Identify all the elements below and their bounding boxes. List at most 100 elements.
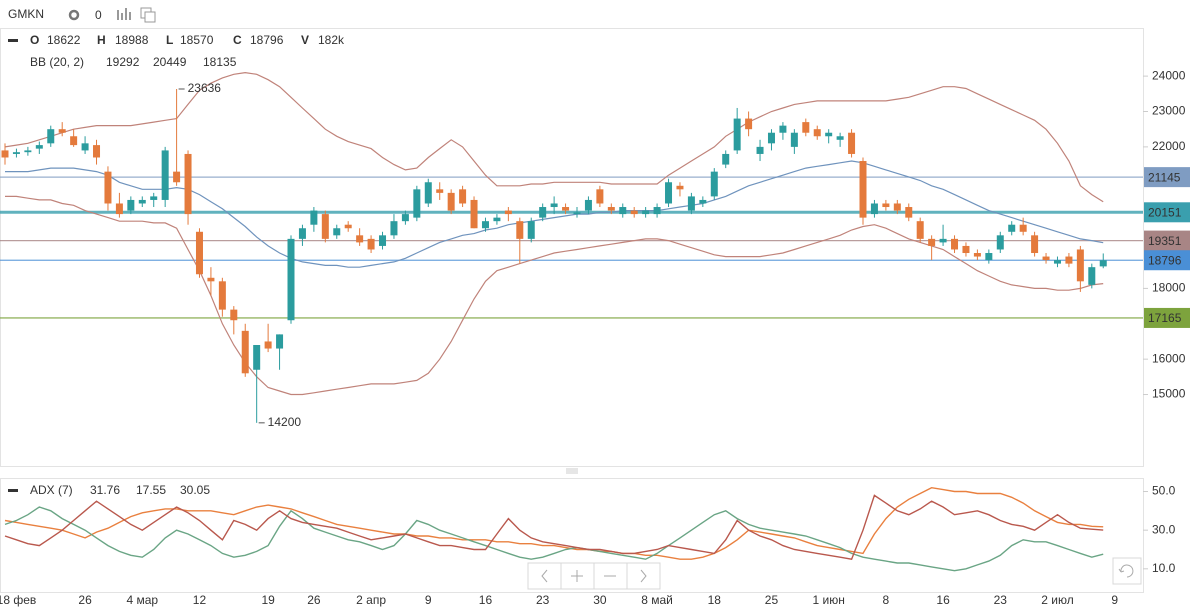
candle-body [253, 345, 261, 370]
candle-body [893, 203, 901, 211]
candle-body [367, 238, 375, 250]
nav [527, 557, 1142, 590]
candle-body [276, 334, 284, 349]
y-tick-label: 24000 [1152, 68, 1186, 82]
bars-icon[interactable] [117, 8, 131, 20]
adx-line [4, 494, 1104, 560]
candle-body [642, 210, 650, 215]
candle-body [115, 203, 123, 215]
candle-body [870, 203, 878, 215]
price-tag [1144, 250, 1190, 271]
y-tick-label: 50.0 [1152, 484, 1176, 498]
y-tick-label: 16000 [1152, 351, 1186, 365]
candle-body [573, 212, 581, 215]
candle-body [562, 207, 570, 211]
scroll-left[interactable] [527, 562, 562, 590]
candle-body [928, 238, 936, 246]
candle-body [390, 221, 398, 236]
candle-body [756, 146, 764, 154]
candle-body [230, 309, 238, 321]
candle-body [1065, 256, 1073, 264]
x-tick-label: 30 [593, 593, 607, 607]
candle-body [859, 161, 867, 218]
candle-body [321, 214, 329, 239]
y-tick-label: 30.0 [1152, 522, 1176, 536]
candle-body [401, 214, 409, 222]
indicator-value: 17.55 [136, 483, 166, 497]
collapse[interactable] [8, 39, 18, 42]
candle-body [470, 199, 478, 229]
x-tick-label: 8 [883, 593, 890, 607]
candle-body [550, 203, 558, 208]
price-tag-label: 20151 [1148, 205, 1182, 219]
count: 0 [95, 8, 102, 22]
candle-body [939, 238, 947, 243]
price-tag-label: 18796 [1148, 253, 1182, 267]
candle-body [905, 207, 913, 218]
collapse[interactable] [8, 489, 18, 492]
y-tick-label: 22000 [1152, 139, 1186, 153]
x-tick-label: 18 [708, 593, 722, 607]
candle-body [1076, 249, 1084, 282]
x-tick-label: 19 [261, 593, 275, 607]
copy-icon[interactable] [140, 7, 156, 23]
candle-body [607, 207, 615, 211]
candle-body [619, 207, 627, 215]
candle-body [882, 203, 890, 208]
candle-body [539, 207, 547, 218]
legend-value: 18988 [115, 33, 149, 47]
legend-value: 18570 [180, 33, 214, 47]
candle-body [1008, 224, 1016, 232]
candle-body [81, 143, 89, 151]
candle-body [1031, 235, 1039, 254]
x-tick-label: 9 [1111, 593, 1118, 607]
candle-body [710, 171, 718, 197]
indicator-value: 30.05 [180, 483, 210, 497]
candle-body [916, 221, 924, 239]
legend-key: C [233, 33, 242, 47]
candle-body [848, 132, 856, 154]
candle-body [527, 221, 535, 239]
indicator-value: 31.76 [90, 483, 120, 497]
legend-value: 182k [318, 33, 345, 47]
candle-body [356, 235, 364, 243]
candle-body [630, 210, 638, 215]
candle-body [733, 118, 741, 151]
candle-body [161, 150, 169, 200]
candle-body [104, 171, 112, 204]
legend-key: H [97, 33, 106, 47]
candle-body [413, 189, 421, 218]
candle-body [264, 341, 272, 349]
candle-body [298, 228, 306, 239]
settings-icon[interactable] [68, 9, 80, 21]
candle-body [173, 171, 181, 183]
adx-line [4, 486, 1104, 560]
scroll-right[interactable] [626, 562, 661, 590]
plot: 15000 16000 18000 22000 23000 24000 21145 20151… [0, 33, 1190, 607]
x-tick-label: 26 [78, 593, 92, 607]
legend-key: L [166, 33, 173, 47]
candle-body [127, 199, 135, 211]
y-tick-label: 10.0 [1152, 561, 1176, 575]
x-tick-label: 9 [425, 593, 432, 607]
candle-body [47, 129, 55, 144]
candle-body [138, 199, 146, 204]
x-tick-label: 1 июн [813, 593, 845, 607]
reset[interactable] [1112, 557, 1142, 585]
candle-body [779, 125, 787, 133]
candle-body [459, 189, 467, 204]
price-tag [1144, 230, 1190, 251]
candle-body [504, 210, 512, 215]
y-tick-label: 23000 [1152, 104, 1186, 118]
candle-body [218, 281, 226, 310]
y-tick-label: 15000 [1152, 387, 1186, 401]
adx-panel [0, 478, 1144, 593]
resize-handle[interactable] [566, 468, 578, 474]
indicator-name: ADX (7) [30, 483, 73, 497]
candle-body [722, 153, 730, 165]
price-tag [1144, 307, 1190, 328]
candle-body [35, 145, 43, 149]
candle-body [1, 150, 9, 158]
candle-body [985, 253, 993, 261]
candle-body [493, 217, 501, 222]
